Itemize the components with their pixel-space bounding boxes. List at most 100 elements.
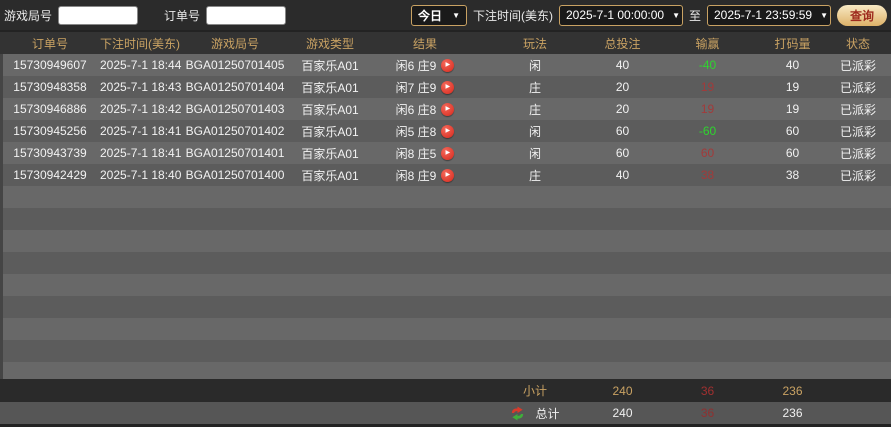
cell-bet-time: 2025-7-1 18:43 — [100, 80, 182, 94]
cell-bet-time: 2025-7-1 18:41 — [100, 146, 182, 160]
cell-bet-time: 2025-7-1 18:41 — [100, 124, 182, 138]
table-body: 15730949607 2025-7-1 18:44 BGA0125070140… — [0, 54, 891, 379]
cell-play: 庄 — [528, 102, 541, 117]
cell-win-loss: 38 — [700, 168, 715, 182]
empty-rows-area — [0, 186, 891, 379]
table-row: 15730943739 2025-7-1 18:41 BGA0125070140… — [0, 142, 891, 164]
play-icon[interactable]: ▶ — [441, 58, 455, 72]
cell-turnover: 19 — [785, 102, 800, 116]
play-icon[interactable]: ▶ — [441, 168, 455, 182]
cell-play: 庄 — [528, 168, 541, 183]
col-header-result: 结果 — [412, 36, 437, 51]
result-text: 闲7 庄9 — [395, 80, 437, 95]
chevron-down-icon: ▼ — [452, 10, 460, 20]
col-header-total-bet: 总投注 — [604, 36, 641, 51]
col-header-win-loss: 输赢 — [695, 36, 720, 51]
col-header-turnover: 打码量 — [774, 36, 811, 51]
end-time-value: 2025-7-1 23:59:59 — [714, 8, 813, 22]
cell-status: 已派彩 — [839, 124, 876, 139]
cell-round-no: BGA01250701404 — [185, 80, 285, 94]
cell-order-no: 15730945256 — [13, 124, 87, 138]
play-icon[interactable]: ▶ — [441, 80, 455, 94]
cell-win-loss: 19 — [700, 102, 715, 116]
result-text: 闲8 庄9 — [395, 168, 437, 183]
game-round-input[interactable] — [58, 5, 139, 25]
subtotal-label: 小计 — [522, 384, 547, 398]
chevron-down-icon: ▼ — [672, 10, 680, 20]
cell-result: 闲7 庄9 ▶ — [370, 79, 480, 96]
cell-order-no: 15730942429 — [13, 168, 87, 182]
to-label: 至 — [688, 8, 701, 23]
subtotal-win-loss: 36 — [700, 383, 715, 398]
cell-total-bet: 60 — [615, 124, 630, 138]
order-no-input[interactable] — [206, 5, 287, 25]
cell-status: 已派彩 — [839, 146, 876, 161]
subtotal-total-bet: 240 — [612, 383, 633, 398]
start-time-select[interactable]: 2025-7-1 00:00:00 ▼ — [558, 4, 683, 26]
cell-total-bet: 20 — [615, 102, 630, 116]
chevron-down-icon: ▼ — [820, 10, 829, 20]
col-header-status: 状态 — [845, 36, 870, 51]
order-no-label: 订单号 — [164, 8, 201, 23]
cell-status: 已派彩 — [839, 102, 876, 117]
refresh-icon[interactable] — [510, 405, 525, 421]
cell-win-loss: -40 — [698, 58, 717, 72]
col-header-game-type: 游戏类型 — [305, 36, 354, 51]
play-icon[interactable]: ▶ — [441, 146, 455, 160]
date-preset-select[interactable]: 今日 ▼ — [410, 4, 467, 26]
cell-turnover: 19 — [785, 80, 800, 94]
cell-game-type: 百家乐A01 — [301, 80, 359, 95]
total-label: 总计 — [535, 406, 560, 421]
table-row: 15730945256 2025-7-1 18:41 BGA0125070140… — [0, 120, 891, 142]
col-header-order-no: 订单号 — [31, 36, 68, 51]
cell-win-loss: 60 — [700, 146, 715, 160]
play-icon[interactable]: ▶ — [441, 124, 455, 138]
cell-play: 庄 — [528, 80, 541, 95]
cell-result: 闲5 庄8 ▶ — [370, 123, 480, 140]
query-button[interactable]: 查询 — [837, 4, 887, 26]
total-row: 总计 240 36 236 — [0, 402, 891, 424]
cell-order-no: 15730943739 — [13, 146, 87, 160]
cell-result: 闲6 庄9 ▶ — [370, 57, 480, 74]
total-total-bet: 240 — [612, 406, 633, 420]
bottom-edge — [0, 424, 891, 427]
cell-round-no: BGA01250701403 — [185, 102, 285, 116]
cell-bet-time: 2025-7-1 18:44 — [100, 58, 182, 72]
cell-game-type: 百家乐A01 — [301, 146, 359, 161]
cell-result: 闲8 庄9 ▶ — [370, 167, 480, 184]
cell-play: 闲 — [528, 146, 541, 161]
cell-status: 已派彩 — [839, 58, 876, 73]
cell-total-bet: 60 — [615, 146, 630, 160]
result-text: 闲5 庄8 — [395, 124, 437, 139]
end-time-select[interactable]: 2025-7-1 23:59:59 ▼ — [707, 4, 831, 26]
cell-result: 闲8 庄5 ▶ — [370, 145, 480, 162]
cell-order-no: 15730949607 — [13, 58, 87, 72]
cell-game-type: 百家乐A01 — [301, 102, 359, 117]
result-text: 闲8 庄5 — [395, 146, 437, 161]
cell-order-no: 15730948358 — [13, 80, 87, 94]
filter-bar: 游戏局号 订单号 今日 ▼ 下注时间(美东) 2025-7-1 00:00:00… — [0, 0, 891, 30]
cell-turnover: 40 — [785, 58, 800, 72]
cell-round-no: BGA01250701401 — [185, 146, 285, 160]
table-header: 订单号 下注时间(美东) 游戏局号 游戏类型 结果 玩法 总投注 输赢 打码量 … — [0, 30, 891, 54]
table-rows: 15730949607 2025-7-1 18:44 BGA0125070140… — [0, 54, 891, 186]
cell-play: 闲 — [528, 124, 541, 139]
table-row: 15730946886 2025-7-1 18:42 BGA0125070140… — [0, 98, 891, 120]
subtotal-turnover: 236 — [782, 383, 803, 398]
bet-time-label: 下注时间(美东) — [472, 8, 553, 23]
cell-game-type: 百家乐A01 — [301, 168, 359, 183]
cell-play: 闲 — [528, 58, 541, 73]
table-left-edge — [0, 54, 3, 379]
date-preset-value: 今日 — [417, 8, 442, 23]
table-row: 15730948358 2025-7-1 18:43 BGA0125070140… — [0, 76, 891, 98]
play-icon[interactable]: ▶ — [441, 102, 455, 116]
cell-turnover: 60 — [785, 146, 800, 160]
cell-game-type: 百家乐A01 — [301, 124, 359, 139]
cell-bet-time: 2025-7-1 18:40 — [100, 168, 182, 182]
cell-turnover: 60 — [785, 124, 800, 138]
col-header-bet-time: 下注时间(美东) — [100, 36, 180, 51]
cell-total-bet: 40 — [615, 58, 630, 72]
cell-round-no: BGA01250701400 — [185, 168, 285, 182]
cell-result: 闲6 庄8 ▶ — [370, 101, 480, 118]
